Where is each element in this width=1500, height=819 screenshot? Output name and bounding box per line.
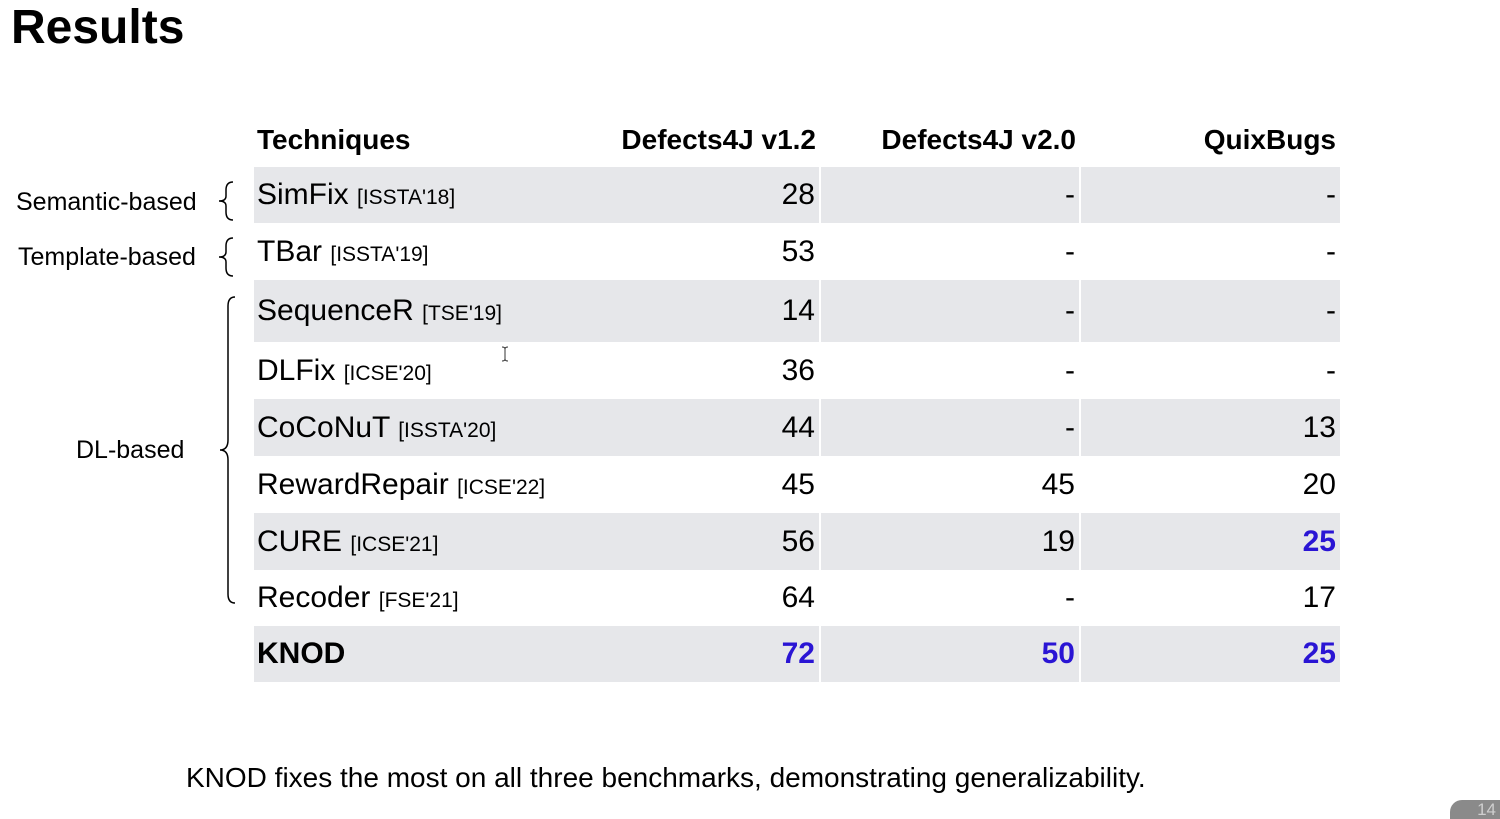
technique-name: RewardRepair bbox=[257, 467, 449, 501]
value-defects4j-v20: 45 bbox=[819, 456, 1080, 513]
technique-name: CoCoNuT bbox=[257, 410, 390, 444]
value-quixbugs: - bbox=[1079, 280, 1340, 342]
value-defects4j-v12: 45 bbox=[781, 467, 815, 501]
technique-cell: TBar [ISSTA'19] bbox=[254, 223, 558, 280]
header-defects4j-v12: Defects4J v1.2 bbox=[621, 123, 816, 155]
technique-venue: [ISSTA'18] bbox=[357, 186, 456, 209]
value-quixbugs: 13 bbox=[1079, 399, 1340, 456]
text-cursor-icon bbox=[501, 346, 509, 362]
value-defects4j-v12: 64 bbox=[781, 581, 815, 614]
technique-venue: [TSE'19] bbox=[422, 302, 503, 325]
table-row-knod: KNOD 72 50 25 bbox=[254, 626, 1340, 682]
table-row: CoCoNuT [ISSTA'20] 44 - 13 bbox=[254, 399, 1340, 456]
technique-venue: [FSE'21] bbox=[378, 589, 459, 612]
technique-cell: SimFix [ISSTA'18] bbox=[254, 167, 558, 223]
table-row: Recoder [FSE'21] 64 - 17 bbox=[254, 570, 1340, 626]
value-quixbugs: - bbox=[1079, 167, 1340, 223]
technique-cell: Recoder [FSE'21] bbox=[254, 570, 558, 626]
value-quixbugs-best: 25 bbox=[1079, 626, 1340, 682]
value-defects4j-v12: 53 bbox=[781, 234, 815, 268]
table-row: CURE [ICSE'21] 56 19 25 bbox=[254, 513, 1340, 570]
group-label-template: Template-based bbox=[18, 243, 196, 271]
table-row: TBar [ISSTA'19] 53 - - bbox=[254, 223, 1340, 280]
value-defects4j-v12: 44 bbox=[781, 410, 815, 444]
technique-cell: CoCoNuT [ISSTA'20] bbox=[254, 399, 558, 456]
page-number-badge: 14 bbox=[1450, 800, 1500, 819]
value-defects4j-v12: 56 bbox=[781, 524, 815, 558]
technique-name: DLFix bbox=[257, 353, 336, 387]
table-row: RewardRepair [ICSE'22] 45 45 20 bbox=[254, 456, 1340, 513]
value-defects4j-v20: - bbox=[819, 399, 1080, 456]
dl-brace-icon bbox=[219, 296, 236, 604]
technique-name: TBar bbox=[257, 234, 323, 268]
technique-name: SimFix bbox=[257, 178, 349, 211]
value-defects4j-v20: - bbox=[819, 342, 1080, 399]
technique-name: Recoder bbox=[257, 581, 371, 614]
value-defects4j-v20: - bbox=[819, 570, 1080, 626]
footer-note: KNOD fixes the most on all three benchma… bbox=[186, 762, 1146, 793]
value-defects4j-v12: 14 bbox=[781, 294, 815, 327]
table-row: SimFix [ISSTA'18] 28 - - bbox=[254, 167, 1340, 223]
header-techniques: Techniques bbox=[257, 123, 411, 155]
value-defects4j-v20: 19 bbox=[819, 513, 1080, 570]
value-quixbugs: 17 bbox=[1079, 570, 1340, 626]
header-defects4j-v20: Defects4J v2.0 bbox=[881, 123, 1076, 155]
header-quixbugs: QuixBugs bbox=[1203, 123, 1336, 155]
value-quixbugs-best: 25 bbox=[1079, 513, 1340, 570]
group-label-semantic: Semantic-based bbox=[16, 188, 197, 216]
value-defects4j-v20: - bbox=[819, 223, 1080, 280]
value-defects4j-v20-best: 50 bbox=[819, 626, 1080, 682]
technique-cell: RewardRepair [ICSE'22] bbox=[254, 456, 558, 513]
template-brace-icon bbox=[218, 237, 234, 277]
semantic-brace-icon bbox=[218, 181, 234, 221]
technique-venue: [ICSE'20] bbox=[343, 361, 432, 385]
technique-venue: [ICSE'22] bbox=[457, 475, 546, 499]
technique-name: SequenceR bbox=[257, 294, 414, 327]
results-table: Techniques Defects4J v1.2 Defects4J v2.0… bbox=[254, 112, 1340, 682]
group-label-dl: DL-based bbox=[76, 436, 185, 464]
value-defects4j-v12-best: 72 bbox=[781, 637, 815, 670]
value-defects4j-v12: 36 bbox=[781, 353, 815, 387]
value-defects4j-v20: - bbox=[819, 280, 1080, 342]
table-row: SequenceR [TSE'19] 14 - - bbox=[254, 280, 1340, 342]
technique-cell: KNOD bbox=[254, 626, 558, 682]
table-row: DLFix [ICSE'20] 36 - - bbox=[254, 342, 1340, 399]
technique-cell: SequenceR [TSE'19] bbox=[254, 280, 558, 342]
technique-venue: [ISSTA'19] bbox=[330, 242, 429, 266]
technique-venue: [ISSTA'20] bbox=[398, 418, 497, 442]
slide-title: Results bbox=[11, 1, 185, 54]
technique-name: KNOD bbox=[257, 637, 346, 670]
technique-venue: [ICSE'21] bbox=[350, 532, 439, 556]
value-quixbugs: - bbox=[1079, 342, 1340, 399]
technique-cell: DLFix [ICSE'20] bbox=[254, 342, 558, 399]
technique-cell: CURE [ICSE'21] bbox=[254, 513, 558, 570]
value-defects4j-v20: - bbox=[819, 167, 1080, 223]
value-quixbugs: - bbox=[1079, 223, 1340, 280]
technique-name: CURE bbox=[257, 524, 343, 558]
value-quixbugs: 20 bbox=[1079, 456, 1340, 513]
table-header-row: Techniques Defects4J v1.2 Defects4J v2.0… bbox=[254, 112, 1340, 167]
value-defects4j-v12: 28 bbox=[781, 178, 815, 211]
